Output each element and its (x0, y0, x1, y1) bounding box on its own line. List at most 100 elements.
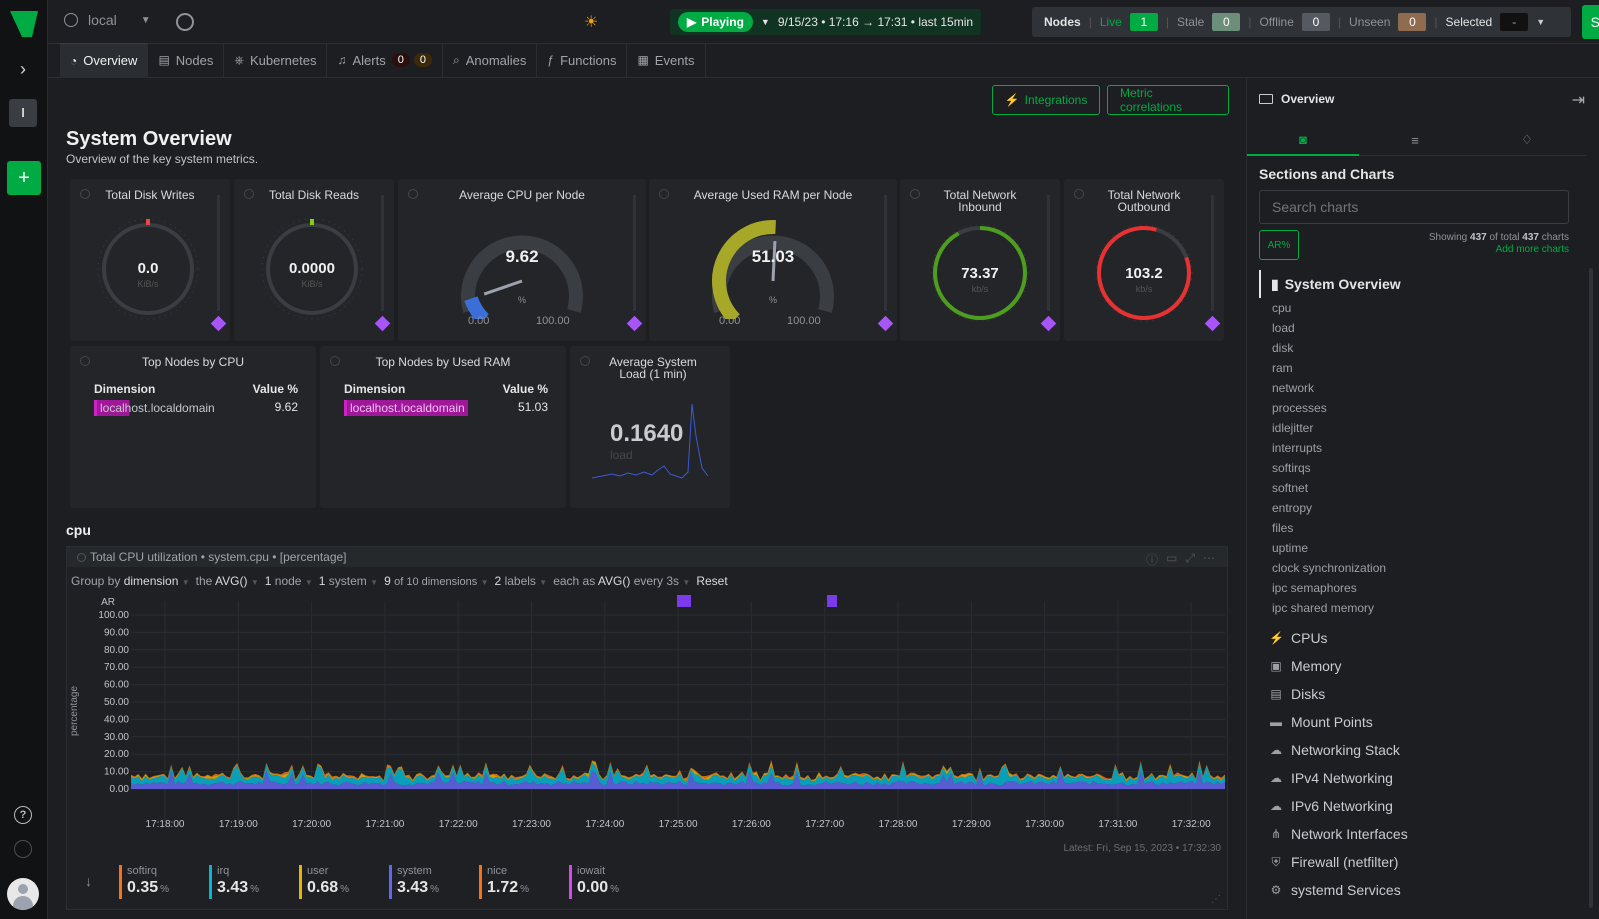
legend-item[interactable]: nice 1.72% (479, 865, 529, 899)
offline-count-badge[interactable]: 0 (1301, 13, 1330, 31)
tab-events[interactable]: ▦ Events (627, 43, 706, 77)
pin-icon[interactable] (1204, 315, 1221, 332)
time-range[interactable]: 9/15/23 • 17:16 → 17:31 • last 15min (777, 15, 974, 29)
toc-item[interactable]: ipc shared memory (1272, 601, 1375, 615)
toc-category[interactable]: ☁ Networking Stack (1270, 742, 1400, 758)
table-row[interactable]: localhost.localdomain 9.62 (94, 400, 298, 416)
search-charts-input[interactable] (1259, 190, 1569, 224)
toc-category[interactable]: ▣ Memory (1270, 658, 1342, 674)
anomaly-rate-button[interactable]: AR% (1259, 230, 1299, 260)
toc-item[interactable]: interrupts (1272, 441, 1323, 455)
toc-item[interactable]: files (1272, 521, 1294, 535)
lightbulb-icon[interactable]: ☀ (584, 14, 599, 31)
sign-in-button[interactable]: Sign in (1582, 5, 1599, 39)
stale-count-badge[interactable]: 0 (1212, 13, 1241, 31)
tab-nodes[interactable]: ▤ Nodes (148, 43, 225, 77)
tab-filter-icon[interactable]: ≡ (1411, 132, 1419, 148)
tab-functions[interactable]: ƒ Functions (537, 43, 628, 77)
settings-icon[interactable] (14, 840, 32, 858)
pin-icon[interactable] (626, 315, 643, 332)
toc-system-overview[interactable]: ▮ System Overview (1259, 270, 1569, 298)
pin-icon[interactable] (210, 315, 227, 332)
nodes-dropdown[interactable]: 1 node ▼ (264, 574, 313, 588)
fullscreen-icon[interactable]: ⤢ (1185, 551, 1195, 565)
pin-icon[interactable] (374, 315, 391, 332)
reset-button[interactable]: Reset (696, 574, 728, 588)
tab-kubernetes[interactable]: ⎈ Kubernetes (224, 43, 328, 77)
group-by-dropdown[interactable]: Group by dimension ▼ (71, 574, 190, 588)
resize-handle-icon[interactable]: ⋰ (1211, 894, 1221, 905)
toc-item[interactable]: ram (1272, 361, 1293, 375)
unseen-count-badge[interactable]: 0 (1398, 13, 1427, 31)
room-selector[interactable]: local ▼ (64, 12, 151, 28)
netdata-logo[interactable] (8, 9, 40, 39)
toc-category[interactable]: ⚡ CPUs (1269, 630, 1328, 646)
anomaly-marker[interactable] (677, 595, 691, 607)
cpu-chart-plot[interactable]: 100.00 90.00 80.00 70.00 60.00 50.00 40.00 30.0… (67, 593, 1227, 839)
selected-value-badge[interactable]: - (1500, 13, 1529, 31)
panel-scrollbar[interactable] (1589, 268, 1593, 908)
gauge-card-disk-writes: Total Disk Writes 0.0 KiB/s (70, 179, 230, 341)
chevron-down-icon[interactable]: ▼ (760, 17, 770, 27)
toc-category[interactable]: ⛨ Firewall (netfilter) (1259, 848, 1569, 876)
integrations-button[interactable]: ⚡ Integrations (992, 85, 1100, 115)
tab-anomalies[interactable]: ⌕ Anomalies (443, 43, 538, 77)
user-avatar[interactable] (7, 878, 39, 910)
toc-category[interactable]: ▤ Disks (1270, 686, 1326, 702)
pin-icon[interactable] (1040, 315, 1057, 332)
metric-correlations-button[interactable]: Metric correlations (1107, 85, 1229, 115)
toc-item[interactable]: softnet (1272, 481, 1309, 495)
tab-bell-icon[interactable]: ♢ (1521, 132, 1533, 147)
toc-item[interactable]: network (1272, 381, 1315, 395)
legend-item[interactable]: softirq 0.35% (119, 865, 169, 899)
dimensions-dropdown[interactable]: 9 of 10 dimensions ▼ (384, 574, 489, 588)
table-row[interactable]: localhost.localdomain 51.03 (344, 400, 548, 416)
toc-category[interactable]: ▬ Mount Points (1270, 714, 1373, 730)
legend-item[interactable]: irq 3.43% (209, 865, 259, 899)
expand-sidebar-chevron-icon[interactable]: › (20, 58, 26, 79)
help-icon[interactable]: ? (14, 806, 32, 824)
more-icon[interactable]: ⋯ (1203, 551, 1215, 565)
toc-item[interactable]: cpu (1272, 301, 1292, 315)
pin-icon[interactable] (877, 315, 894, 332)
toc-item[interactable]: clock synchronization (1272, 561, 1387, 575)
drawer-icon[interactable]: ▭ (1166, 551, 1178, 565)
toc-item[interactable]: processes (1272, 401, 1327, 415)
chevron-down-icon[interactable]: ▼ (1536, 17, 1546, 27)
space-avatar[interactable]: l (9, 99, 37, 127)
toc-category[interactable]: ☁ IPv6 Networking (1270, 798, 1393, 814)
anomaly-marker[interactable] (827, 595, 837, 607)
toc-item[interactable]: entropy (1272, 501, 1313, 515)
toc-category[interactable]: ⋔ Network Interfaces (1270, 826, 1408, 842)
gauge-unit: % (517, 295, 526, 305)
play-icon: ▶ (687, 15, 697, 29)
aggregation-dropdown[interactable]: the AVG() ▼ (195, 574, 259, 588)
chevron-down-icon: ▼ (480, 578, 489, 587)
info-icon[interactable]: ⓘ (1146, 553, 1159, 567)
toc-category[interactable]: ⚙ systemd Services (1270, 882, 1401, 898)
tab-overview[interactable]: ◔ Overview (60, 43, 149, 77)
toc-item[interactable]: idlejitter (1272, 421, 1314, 435)
add-space-button[interactable]: + (7, 161, 41, 195)
collapse-panel-icon[interactable]: ⇥ (1571, 92, 1585, 109)
toc-item[interactable]: uptime (1272, 541, 1309, 555)
toc-item[interactable]: disk (1272, 341, 1294, 355)
room-settings-gear-icon[interactable] (176, 13, 194, 31)
tab-charts-icon[interactable]: ◙ (1247, 124, 1359, 156)
time-aggregation-dropdown[interactable]: each as AVG() every 3s ▼ (553, 574, 691, 588)
toc-item[interactable]: ipc semaphores (1272, 581, 1357, 595)
legend-item[interactable]: system 3.43% (389, 865, 439, 899)
arrow-down-icon[interactable]: ↓ (85, 873, 92, 889)
live-count-badge[interactable]: 1 (1129, 13, 1158, 31)
toc-category[interactable]: ☁ IPv4 Networking (1270, 770, 1393, 786)
toc-item[interactable]: softirqs (1272, 461, 1311, 475)
add-more-charts-link[interactable]: Add more charts (1495, 244, 1569, 255)
systems-dropdown[interactable]: 1 system ▼ (318, 574, 379, 588)
legend-item[interactable]: iowait 0.00% (569, 865, 619, 899)
legend-item[interactable]: user 0.68% (299, 865, 349, 899)
toc-item[interactable]: load (1272, 321, 1295, 335)
time-controls[interactable]: ▶ Playing ▼ 9/15/23 • 17:16 → 17:31 • las… (670, 9, 982, 35)
playing-button[interactable]: ▶ Playing (678, 12, 753, 32)
labels-dropdown[interactable]: 2 labels ▼ (494, 574, 548, 588)
